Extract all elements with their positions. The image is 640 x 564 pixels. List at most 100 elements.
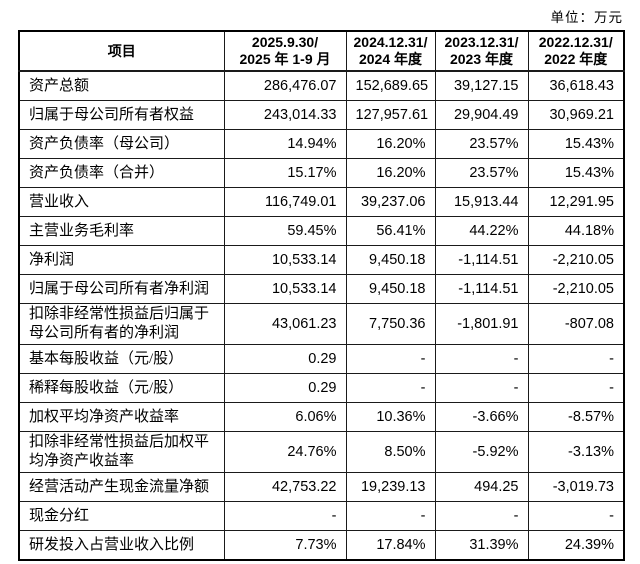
cell-value: -5.92% bbox=[434, 431, 529, 473]
table-body: 资产总额 286,476.07 152,689.65 39,127.15 36,618.… bbox=[18, 70, 625, 561]
cell-value: 59.45% bbox=[223, 216, 347, 246]
cell-value: 39,127.15 bbox=[434, 70, 529, 101]
row-label: 扣除非经常性损益后加权平均净资产收益率 bbox=[18, 431, 225, 473]
cell-value: 24.76% bbox=[223, 431, 347, 473]
cell-value: 15,913.44 bbox=[434, 187, 529, 217]
cell-value: 36,618.43 bbox=[527, 70, 625, 101]
row-label: 研发投入占营业收入比例 bbox=[18, 530, 225, 561]
cell-value: 0.29 bbox=[223, 344, 347, 374]
cell-value: -3.13% bbox=[527, 431, 625, 473]
cell-value: -2,210.05 bbox=[527, 274, 625, 304]
cell-value: 56.41% bbox=[345, 216, 436, 246]
col-header-2022-line2: 2022 年度 bbox=[544, 51, 608, 67]
cell-value: 494.25 bbox=[434, 472, 529, 502]
table-row: 净利润 10,533.14 9,450.18 -1,114.51 -2,210.05 bbox=[18, 245, 625, 275]
cell-value: 16.20% bbox=[345, 158, 436, 188]
cell-value: -2,210.05 bbox=[527, 245, 625, 275]
cell-value: 44.22% bbox=[434, 216, 529, 246]
cell-value: 0.29 bbox=[223, 373, 347, 403]
col-header-item-line1: 项目 bbox=[107, 42, 136, 59]
col-header-period-2025: 2025.9.30/ 2025 年 1-9 月 bbox=[223, 30, 347, 72]
table-row: 现金分红 - - - - bbox=[18, 501, 625, 531]
cell-value: 14.94% bbox=[223, 129, 347, 159]
cell-value: - bbox=[527, 373, 625, 403]
cell-value: 44.18% bbox=[527, 216, 625, 246]
col-header-2025-line2: 2025 年 1-9 月 bbox=[239, 51, 331, 67]
cell-value: 286,476.07 bbox=[223, 70, 347, 101]
table-row: 扣除非经常性损益后加权平均净资产收益率 24.76% 8.50% -5.92% -3.1… bbox=[18, 431, 625, 473]
table-row: 主营业务毛利率 59.45% 56.41% 44.22% 44.18% bbox=[18, 216, 625, 246]
cell-value: 9,450.18 bbox=[345, 274, 436, 304]
col-header-period-2022: 2022.12.31/ 2022 年度 bbox=[527, 30, 625, 72]
col-header-2025-line1: 2025.9.30/ bbox=[251, 34, 319, 50]
cell-value: -1,801.91 bbox=[434, 303, 529, 345]
cell-value: 19,239.13 bbox=[345, 472, 436, 502]
cell-value: 243,014.33 bbox=[223, 100, 347, 130]
col-header-item: 项目 bbox=[18, 30, 225, 72]
table-row: 加权平均净资产收益率 6.06% 10.36% -3.66% -8.57% bbox=[18, 402, 625, 432]
col-header-period-2024: 2024.12.31/ 2024 年度 bbox=[345, 30, 436, 72]
table-row: 资产负债率（母公司） 14.94% 16.20% 23.57% 15.43% bbox=[18, 129, 625, 159]
cell-value: - bbox=[527, 501, 625, 531]
col-header-2022-line1: 2022.12.31/ bbox=[538, 34, 613, 50]
cell-value: - bbox=[223, 501, 347, 531]
row-label: 加权平均净资产收益率 bbox=[18, 402, 225, 432]
table-row: 稀释每股收益（元/股） 0.29- - - bbox=[18, 373, 625, 403]
unit-label: 单位：万元 bbox=[550, 10, 623, 25]
cell-value: - bbox=[434, 501, 529, 531]
table-row: 基本每股收益（元/股） 0.29- - - bbox=[18, 344, 625, 374]
cell-value: 29,904.49 bbox=[434, 100, 529, 130]
row-label: 经营活动产生现金流量净额 bbox=[18, 472, 225, 502]
cell-value: -1,114.51 bbox=[434, 274, 529, 304]
row-label: 净利润 bbox=[18, 245, 225, 275]
table-row: 扣除非经常性损益后归属于母公司所有者的净利润 43,061.23 7,750.36-… bbox=[18, 303, 625, 345]
cell-value: 23.57% bbox=[434, 129, 529, 159]
col-header-2023-line1: 2023.12.31/ bbox=[444, 34, 519, 50]
row-label: 扣除非经常性损益后归属于母公司所有者的净利润 bbox=[18, 303, 225, 345]
row-label: 现金分红 bbox=[18, 501, 225, 531]
table-row: 经营活动产生现金流量净额 42,753.22 19,239.13 494.25 -3,0… bbox=[18, 472, 625, 502]
cell-value: - bbox=[434, 344, 529, 374]
row-label: 资产总额 bbox=[18, 70, 225, 101]
table-header-row: 项目 2025.9.30/ 2025 年 1-9 月 2024.12.31/ 2… bbox=[18, 30, 625, 72]
cell-value: - bbox=[345, 373, 436, 403]
row-label: 营业收入 bbox=[18, 187, 225, 217]
cell-value: -3,019.73 bbox=[527, 472, 625, 502]
cell-value: 24.39% bbox=[527, 530, 625, 561]
cell-value: 116,749.01 bbox=[223, 187, 347, 217]
cell-value: 127,957.61 bbox=[345, 100, 436, 130]
cell-value: 12,291.95 bbox=[527, 187, 625, 217]
row-label: 主营业务毛利率 bbox=[18, 216, 225, 246]
row-label: 基本每股收益（元/股） bbox=[18, 344, 225, 374]
col-header-period-2023: 2023.12.31/ 2023 年度 bbox=[434, 30, 529, 72]
cell-value: -3.66% bbox=[434, 402, 529, 432]
table-row: 归属于母公司所有者权益 243,014.33 127,957.61 29,904.49… bbox=[18, 100, 625, 130]
cell-value: 42,753.22 bbox=[223, 472, 347, 502]
cell-value: 6.06% bbox=[223, 402, 347, 432]
cell-value: 30,969.21 bbox=[527, 100, 625, 130]
cell-value: -807.08 bbox=[527, 303, 625, 345]
row-label: 资产负债率（合并） bbox=[18, 158, 225, 188]
cell-value: - bbox=[527, 344, 625, 374]
cell-value: 17.84% bbox=[345, 530, 436, 561]
cell-value: 9,450.18 bbox=[345, 245, 436, 275]
row-label: 稀释每股收益（元/股） bbox=[18, 373, 225, 403]
cell-value: 7,750.36 bbox=[345, 303, 436, 345]
table-row: 归属于母公司所有者净利润 10,533.14 9,450.18 -1,114.51 -2… bbox=[18, 274, 625, 304]
cell-value: 15.43% bbox=[527, 158, 625, 188]
cell-value: - bbox=[434, 373, 529, 403]
cell-value: 16.20% bbox=[345, 129, 436, 159]
cell-value: -8.57% bbox=[527, 402, 625, 432]
cell-value: 10,533.14 bbox=[223, 274, 347, 304]
cell-value: -1,114.51 bbox=[434, 245, 529, 275]
cell-value: 15.43% bbox=[527, 129, 625, 159]
cell-value: 15.17% bbox=[223, 158, 347, 188]
cell-value: 23.57% bbox=[434, 158, 529, 188]
table-row: 资产负债率（合并） 15.17% 16.20% 23.57% 15.43% bbox=[18, 158, 625, 188]
cell-value: 8.50% bbox=[345, 431, 436, 473]
table-row: 营业收入 116,749.01 39,237.06 15,913.44 12,291.9… bbox=[18, 187, 625, 217]
col-header-2024-line2: 2024 年度 bbox=[358, 51, 423, 67]
cell-value: 7.73% bbox=[223, 530, 347, 561]
row-label: 归属于母公司所有者净利润 bbox=[18, 274, 225, 304]
table-row: 资产总额 286,476.07 152,689.65 39,127.15 36,618.… bbox=[18, 70, 625, 101]
